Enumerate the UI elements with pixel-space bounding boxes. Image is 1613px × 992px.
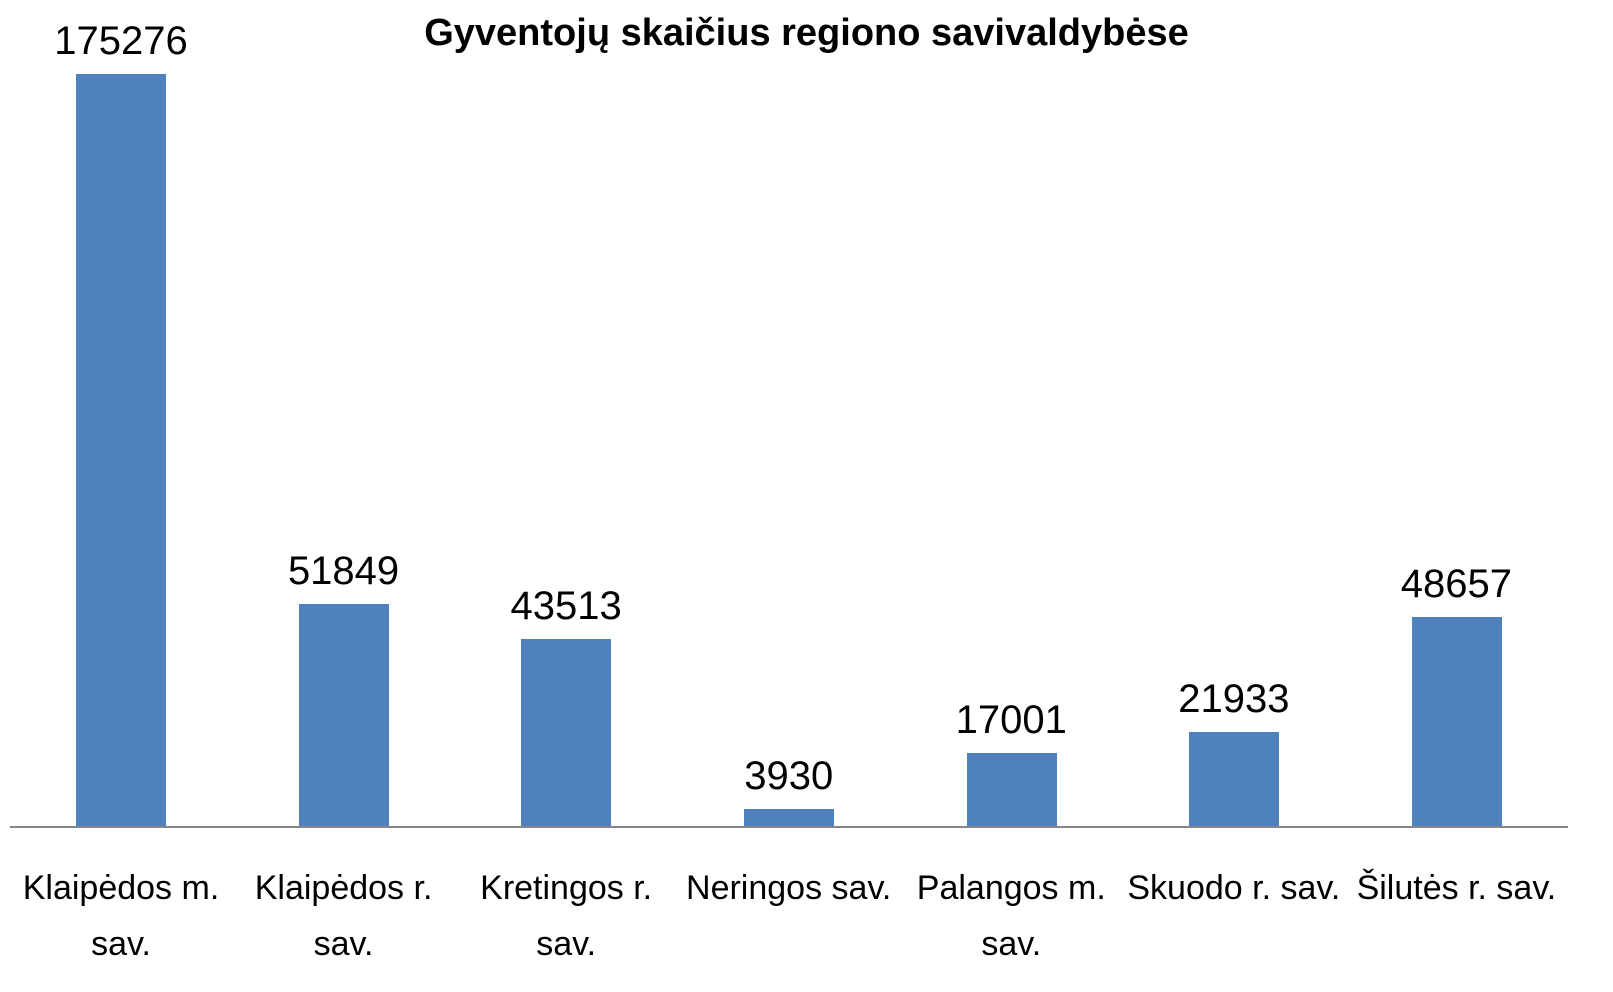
x-tick-label: Neringos sav. xyxy=(686,869,892,907)
data-label: 51849 xyxy=(287,548,400,593)
bar xyxy=(744,809,834,826)
x-axis xyxy=(10,826,1568,828)
chart-title: Gyventojų skaičius regiono savivaldybėse xyxy=(424,12,1189,54)
x-tick-label: Šilutės r. sav. xyxy=(1356,869,1557,907)
bar xyxy=(1411,617,1502,826)
bar xyxy=(298,603,389,826)
x-tick-label: Klaipėdos m. sav. xyxy=(22,869,220,963)
bar xyxy=(76,74,167,826)
bar xyxy=(966,753,1057,826)
x-tick-label: Skuodo r. sav. xyxy=(1127,869,1341,907)
data-label: 48657 xyxy=(1400,562,1513,607)
x-tick-label: Klaipėdos r. sav. xyxy=(254,869,433,963)
bar xyxy=(1189,731,1280,826)
data-label: 175276 xyxy=(54,19,188,64)
data-label: 43513 xyxy=(510,584,622,629)
data-label: 21933 xyxy=(1178,676,1290,721)
x-tick-label: Kretingos r. sav. xyxy=(480,869,653,963)
data-label: 17001 xyxy=(955,698,1067,743)
bar xyxy=(521,639,612,826)
x-tick-label: Palangos m. sav. xyxy=(916,869,1106,963)
data-label: 3930 xyxy=(744,754,834,799)
